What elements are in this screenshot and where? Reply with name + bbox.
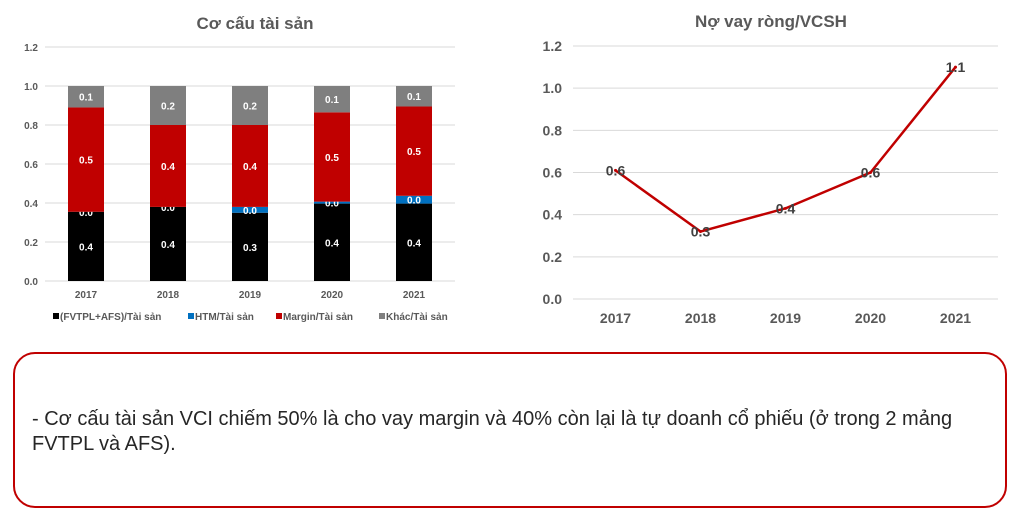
bar-segment: [150, 125, 186, 207]
y-tick-label: 1.0: [24, 82, 38, 93]
legend-label: (FVTPL+AFS)/Tài sản: [60, 312, 161, 323]
legend-label: Khác/Tài sản: [386, 312, 448, 323]
x-tick-label: 2017: [75, 290, 98, 301]
y-tick-label: 1.0: [543, 80, 563, 96]
x-tick-label: 2020: [321, 290, 344, 301]
bar-segment: [68, 86, 104, 108]
data-label: 0.4: [243, 162, 257, 173]
y-tick-label: 0.2: [24, 238, 38, 249]
bar-segment: [396, 203, 432, 281]
y-tick-label: 0.8: [543, 122, 563, 138]
bar-segment: [396, 86, 432, 107]
commentary-text: - Cơ cấu tài sản VCI chiếm 50% là cho va…: [32, 408, 953, 455]
data-label: 0.5: [79, 156, 93, 167]
bar-segment: [314, 203, 350, 281]
x-tick-label: 2017: [600, 310, 631, 326]
x-tick-label: 2018: [157, 290, 180, 301]
data-label: 0.4: [161, 240, 175, 251]
y-tick-label: 0.4: [543, 207, 563, 223]
y-tick-label: 0.6: [543, 165, 563, 181]
bar-segment: [68, 107, 104, 212]
data-point: [954, 65, 957, 69]
data-label: 0.4: [325, 238, 339, 249]
data-label: 0.0: [161, 203, 175, 214]
bar-segment: [150, 206, 186, 281]
x-tick-label: 2020: [855, 310, 886, 326]
data-point: [869, 171, 872, 174]
data-label: 0.0: [325, 199, 339, 210]
legend-swatch: [379, 313, 385, 319]
data-label: 0.4: [776, 200, 796, 216]
data-point: [699, 230, 702, 234]
bar-segment: [396, 106, 432, 196]
data-label: 0.6: [861, 165, 881, 181]
legend-swatch: [276, 313, 282, 319]
data-label: 0.0: [79, 208, 93, 219]
data-label: 0.4: [407, 238, 421, 249]
data-label: 0.3: [691, 224, 711, 240]
data-label: 0.6: [606, 162, 626, 178]
data-point: [614, 168, 617, 172]
data-label: 0.2: [161, 102, 175, 113]
data-label: 0.0: [407, 196, 421, 207]
x-tick-label: 2021: [940, 310, 971, 326]
x-tick-label: 2019: [770, 310, 801, 326]
data-label: 0.2: [243, 102, 257, 113]
data-label: 0.4: [79, 242, 93, 253]
bar-segment: [68, 211, 104, 281]
charts-canvas: Cơ cấu tài sản 0.0 0.2 0.4 0.6 0.8 1.0 1.2 0.4…: [24, 12, 998, 326]
data-label: 0.0: [243, 206, 257, 217]
chart-title: Nợ vay ròng/VCSH: [695, 12, 847, 31]
data-point: [784, 206, 787, 210]
data-label: 0.1: [407, 92, 421, 103]
data-label: 0.5: [325, 153, 339, 164]
chart-legend: (FVTPL+AFS)/Tài sản HTM/Tài sản Margin/Tài…: [53, 312, 448, 323]
bar-segment: [232, 86, 268, 125]
y-tick-label: 0.2: [543, 249, 563, 265]
bar-segment: [150, 86, 186, 125]
data-label: 1.1: [946, 59, 966, 75]
x-tick-label: 2019: [239, 290, 262, 301]
data-label: 0.3: [243, 243, 257, 254]
bar-segment: [396, 195, 432, 204]
y-tick-label: 0.0: [24, 277, 38, 288]
data-label: 0.1: [79, 93, 93, 104]
y-tick-label: 0.4: [24, 199, 38, 210]
y-tick-label: 0.6: [24, 160, 38, 171]
legend-label: Margin/Tài sản: [283, 312, 353, 323]
data-label: 0.5: [407, 147, 421, 158]
y-tick-label: 0.8: [24, 121, 38, 132]
asset-structure-chart: Cơ cấu tài sản 0.0 0.2 0.4 0.6 0.8 1.0 1.2 0.4…: [24, 14, 455, 323]
data-label: 0.4: [161, 162, 175, 173]
bar-segment: [314, 201, 350, 204]
net-debt-equity-chart: Nợ vay ròng/VCSH 0.0 0.2 0.4 0.6 0.8 1.0 1.2 0…: [543, 12, 998, 326]
legend-swatch: [53, 313, 59, 319]
x-tick-label: 2021: [403, 290, 426, 301]
bar-segment: [232, 206, 268, 213]
y-tick-label: 0.0: [543, 291, 563, 307]
bar-segment: [232, 125, 268, 207]
x-tick-label: 2018: [685, 310, 716, 326]
y-tick-label: 1.2: [543, 38, 563, 54]
bar-segment: [314, 112, 350, 202]
data-label: 0.1: [325, 95, 339, 106]
commentary-box: - Cơ cấu tài sản VCI chiếm 50% là cho va…: [13, 352, 1007, 508]
legend-label: HTM/Tài sản: [195, 312, 254, 323]
bar-segment: [232, 212, 268, 281]
bar-segment: [314, 86, 350, 113]
chart-title: Cơ cấu tài sản: [197, 14, 314, 33]
y-tick-label: 1.2: [24, 43, 38, 54]
legend-swatch: [188, 313, 194, 319]
